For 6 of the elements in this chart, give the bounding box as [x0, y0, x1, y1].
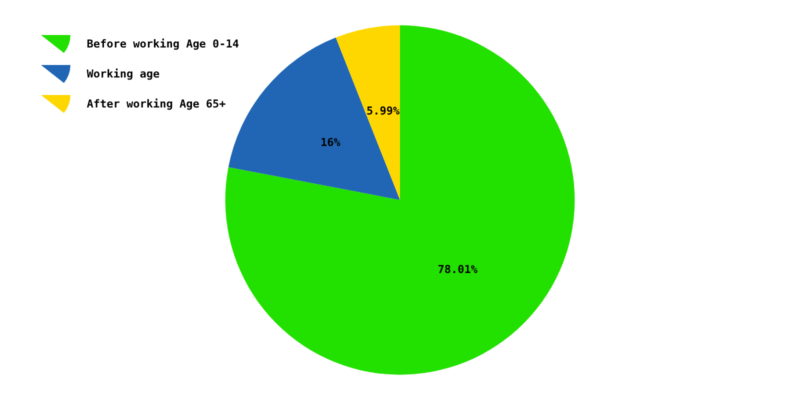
- data-label: 78.01%: [438, 263, 478, 276]
- legend-label: Working age: [86, 68, 160, 80]
- legend-label: Before working Age 0-14: [86, 38, 240, 50]
- data-label: 5.99%: [366, 104, 400, 118]
- legend-label: After working Age 65+: [86, 98, 226, 110]
- data-label: 16%: [320, 136, 341, 149]
